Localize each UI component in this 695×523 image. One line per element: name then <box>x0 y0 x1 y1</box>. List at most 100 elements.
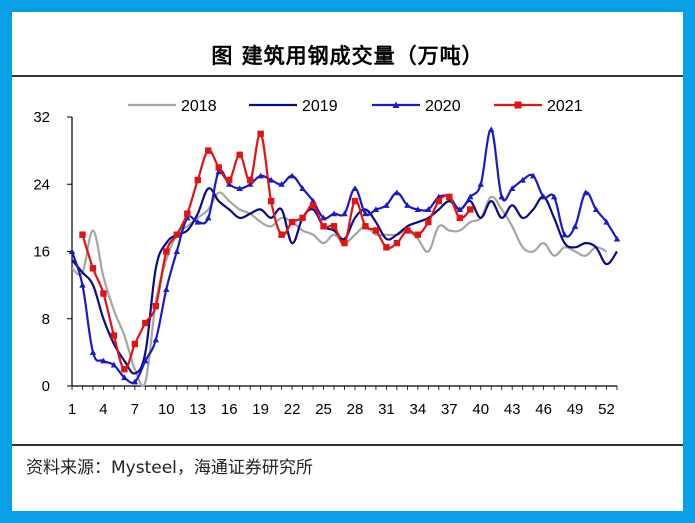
series-2020-point <box>215 168 222 175</box>
series-2021-point <box>288 218 296 226</box>
chart-frame: 图 建筑用钢成交量（万吨） 资料来源：Mysteel，海通证券研究所 <box>12 12 683 511</box>
series-2020-point <box>383 202 390 208</box>
series-2020-point <box>613 235 621 242</box>
series-2020-point <box>488 126 495 133</box>
series-2020-point <box>362 210 369 217</box>
series-2020-point <box>131 378 139 385</box>
series-2020-point <box>152 336 160 343</box>
series-2021-point <box>320 223 327 230</box>
series-2021-point <box>89 265 97 272</box>
series-2020-line <box>70 128 618 384</box>
series-2021-point <box>173 231 181 238</box>
series-2021-point <box>341 239 348 247</box>
series-2020-point <box>278 181 285 187</box>
series-2021-point <box>278 231 285 238</box>
series-2020-point <box>205 214 212 221</box>
series-2019 <box>71 187 618 375</box>
series-2020-point <box>561 231 568 238</box>
series-2021-point <box>152 302 160 310</box>
series-2021-point <box>372 227 380 234</box>
series-2021-point <box>131 340 139 348</box>
legend: 2018 2019 2020 2021 <box>128 98 583 115</box>
series-2020-point <box>121 374 128 381</box>
x-tick-label: 49 <box>567 401 584 418</box>
series-2020-point <box>299 185 306 192</box>
series-2021-point <box>456 214 463 222</box>
x-tick-label: 28 <box>347 401 364 418</box>
x-tick-label: 1 <box>68 401 76 418</box>
series-2020-point <box>173 248 181 255</box>
series-layer <box>68 126 621 388</box>
series-2020-point <box>414 206 422 213</box>
series-2021-point <box>309 202 317 209</box>
series-2020-point <box>393 189 401 196</box>
series-2020-point <box>456 206 463 213</box>
x-tick-label: 4 <box>99 401 107 418</box>
title-divider <box>12 75 683 77</box>
series-2020-point <box>529 172 537 179</box>
x-tick-label: 13 <box>189 401 206 418</box>
series-2020-point <box>330 210 338 217</box>
y-tick-label: 24 <box>33 176 50 193</box>
series-2021-point <box>351 197 359 205</box>
series-2021-point <box>100 290 107 297</box>
series-2020-point <box>372 206 380 213</box>
x-tick-label: 31 <box>378 401 395 418</box>
series-2020-point <box>508 185 516 192</box>
series-2021-point <box>163 248 170 255</box>
series-2021-point <box>383 244 390 251</box>
x-tick-label: 46 <box>535 401 552 418</box>
series-2020-point <box>320 214 327 221</box>
legend-item-2020: 2020 <box>372 98 461 115</box>
series-2020-point <box>257 172 264 179</box>
series-2020-point <box>142 357 149 364</box>
series-2020-point <box>267 176 275 183</box>
series-2021-point <box>404 227 411 234</box>
series-2020-point <box>194 218 201 225</box>
series-2020-point <box>592 206 600 213</box>
series-2020-point <box>226 181 233 187</box>
series-2021-point <box>121 365 128 373</box>
x-tick-label: 16 <box>221 401 238 418</box>
x-tick-label: 37 <box>441 401 458 418</box>
series-2021-point <box>110 332 118 339</box>
series-2020-point <box>341 210 348 217</box>
series-2021-point <box>246 176 254 184</box>
series-2021-point <box>257 130 264 138</box>
y-tick-label: 32 <box>33 109 50 126</box>
series-2020-point <box>540 193 547 200</box>
series-2021-point <box>236 151 243 159</box>
y-tick-label: 0 <box>42 378 50 395</box>
legend-item-2019: 2019 <box>249 98 338 115</box>
series-2020-point <box>236 185 243 192</box>
source-divider <box>12 444 683 446</box>
axes: 0 8 16 24 32 1 4 7 10 13 16 19 22 25 28 31 34 37 40 43 46 49 5… <box>33 109 618 418</box>
source-note: 资料来源：Mysteel，海通证券研究所 <box>26 458 313 478</box>
x-tick-label: 22 <box>284 401 301 418</box>
series-2020-point <box>571 223 579 229</box>
series-2021-point <box>362 223 369 230</box>
series-2021-point <box>142 319 149 327</box>
x-tick-label: 34 <box>410 401 427 418</box>
series-2021 <box>79 130 474 373</box>
series-2021-point <box>205 147 212 154</box>
x-tick-label: 52 <box>598 401 615 418</box>
series-2021-point <box>435 197 443 205</box>
legend-item-2021: 2021 <box>494 98 583 115</box>
series-2020-point <box>603 218 610 225</box>
series-2021-point <box>184 210 191 217</box>
legend-marker-2021 <box>514 101 522 109</box>
series-2020-point <box>425 206 432 213</box>
series-2021-point <box>79 231 86 238</box>
x-tick-label: 43 <box>504 401 521 418</box>
series-2021-point <box>446 193 453 201</box>
x-tick-label: 19 <box>252 401 269 418</box>
series-2020-point <box>163 286 170 292</box>
legend-label-2020: 2020 <box>425 98 461 115</box>
series-2021-point <box>330 223 338 230</box>
series-2020-point <box>550 193 558 200</box>
y-tick-label: 16 <box>33 244 50 261</box>
x-tick-label: 7 <box>131 401 139 418</box>
series-2020-point <box>89 349 97 355</box>
series-2020-point <box>110 361 118 368</box>
